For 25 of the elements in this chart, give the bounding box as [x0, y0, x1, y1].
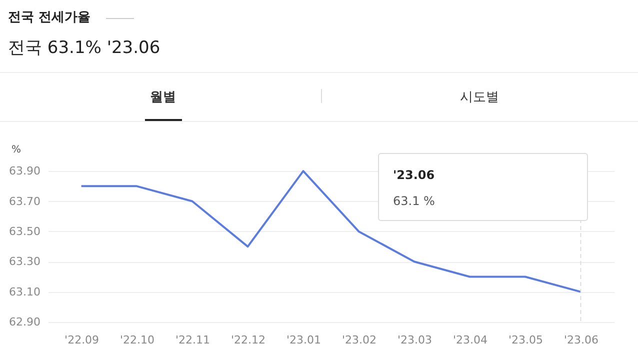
y-tick-label: 63.30 [9, 255, 40, 268]
text: 월별 [150, 89, 176, 106]
x-tick-label: '23.01 [286, 334, 322, 346]
y-tick-label: 63.70 [9, 194, 40, 208]
x-tick-label: '23.05 [508, 334, 543, 346]
x-tick-label: '22.09 [64, 334, 100, 346]
tooltip-box: '23.06 63.1 % [378, 153, 588, 221]
x-tick-label: '22.11 [176, 334, 210, 346]
y-axis-title: % [12, 144, 22, 156]
annotation: '23.06 [393, 168, 436, 182]
x-tick-label: '22.10 [120, 334, 155, 346]
chart-title: 전국 전세가율 [8, 9, 91, 26]
y-tick-label: 63.50 [9, 224, 40, 238]
x-tick-label: '23.02 [342, 334, 377, 346]
x-tick-label: '23.04 [452, 334, 488, 346]
annotation: 63.1 % [393, 194, 436, 208]
y-tick-label: 62.90 [9, 316, 40, 328]
text: 시도별 [460, 89, 499, 106]
x-tick-label: '22.12 [231, 334, 266, 346]
line-series [80, 170, 582, 293]
y-tick-label: 63.10 [9, 285, 40, 298]
x-tick-label: '23.06 [564, 334, 598, 346]
y-tick-label: 63.90 [9, 164, 40, 178]
chart-subtitle: 전국 63.1% '23.06 [8, 37, 160, 59]
x-tick-label: '23.03 [397, 334, 432, 346]
